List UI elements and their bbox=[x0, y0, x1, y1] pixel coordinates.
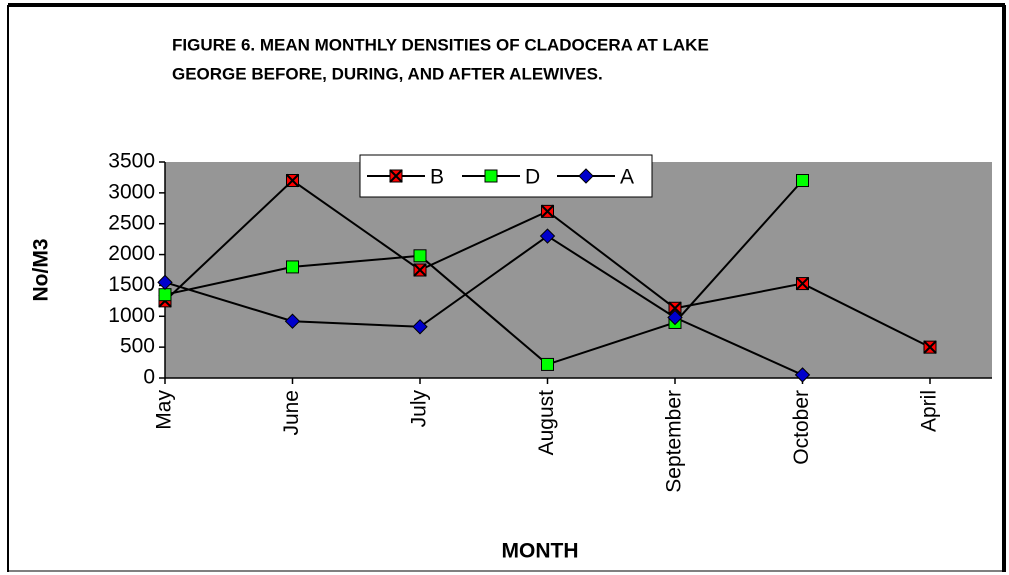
marker bbox=[578, 168, 594, 184]
marker-shape bbox=[284, 313, 301, 329]
x-tick-label: October bbox=[790, 390, 813, 465]
marker bbox=[284, 313, 301, 329]
marker-shape bbox=[157, 274, 173, 291]
marker bbox=[795, 276, 810, 291]
marker bbox=[667, 309, 683, 326]
y-tick-label: 1000 bbox=[108, 304, 155, 327]
series-line bbox=[164, 234, 803, 376]
marker-shape bbox=[286, 260, 299, 274]
series-line bbox=[164, 179, 804, 366]
marker bbox=[794, 367, 811, 383]
y-tick-label: 2500 bbox=[108, 211, 155, 234]
marker-shape bbox=[412, 319, 428, 335]
marker-cross bbox=[389, 169, 403, 183]
x-tick-label: May bbox=[153, 390, 176, 430]
marker bbox=[286, 260, 299, 274]
marker bbox=[541, 357, 554, 371]
x-tick-label: September bbox=[663, 390, 686, 493]
x-tick-label: July bbox=[408, 390, 431, 428]
chart-title: GEORGE BEFORE, DURING, AND AFTER ALEWIVE… bbox=[172, 64, 603, 83]
legend-label: A bbox=[620, 166, 634, 189]
marker bbox=[413, 249, 427, 263]
x-tick-label: April bbox=[918, 390, 941, 432]
marker bbox=[923, 340, 937, 354]
marker-shape bbox=[484, 169, 498, 183]
x-tick-label: August bbox=[535, 390, 558, 456]
y-axis-title: No/M3 bbox=[30, 239, 53, 302]
x-tick-label: June bbox=[280, 390, 303, 436]
marker bbox=[668, 301, 682, 315]
y-tick-label: 2000 bbox=[108, 242, 155, 265]
marker bbox=[389, 169, 403, 183]
y-tick-label: 500 bbox=[120, 335, 155, 358]
marker bbox=[158, 288, 172, 302]
marker bbox=[484, 169, 498, 183]
y-tick-label: 1500 bbox=[108, 273, 155, 296]
marker bbox=[539, 228, 556, 244]
marker bbox=[157, 274, 173, 291]
legend-label: D bbox=[525, 166, 540, 189]
marker bbox=[796, 174, 809, 188]
y-tick-label: 3500 bbox=[108, 150, 155, 173]
marker bbox=[413, 263, 427, 277]
marker-shape bbox=[794, 367, 811, 383]
y-tick-label: 3000 bbox=[108, 180, 155, 203]
marker bbox=[412, 319, 428, 335]
marker-shape bbox=[158, 288, 172, 302]
marker-cross bbox=[413, 263, 427, 277]
marker-shape bbox=[413, 249, 427, 263]
marker-cross bbox=[795, 276, 810, 291]
marker-shape bbox=[541, 357, 554, 371]
marker-cross bbox=[540, 204, 555, 219]
legend-label: B bbox=[430, 166, 444, 189]
marker-cross bbox=[285, 173, 300, 188]
marker bbox=[285, 173, 300, 188]
chart-title: FIGURE 6. MEAN MONTHLY DENSITIES OF CLAD… bbox=[172, 35, 709, 54]
plot-area bbox=[165, 162, 992, 378]
marker bbox=[540, 204, 555, 219]
marker-shape bbox=[667, 309, 683, 326]
marker-shape bbox=[578, 168, 594, 184]
marker-cross bbox=[668, 301, 682, 315]
x-axis-title: MONTH bbox=[502, 540, 579, 563]
y-tick-label: 0 bbox=[143, 366, 155, 389]
marker-shape bbox=[796, 174, 809, 188]
marker-shape bbox=[539, 228, 556, 244]
marker-cross bbox=[923, 340, 937, 354]
